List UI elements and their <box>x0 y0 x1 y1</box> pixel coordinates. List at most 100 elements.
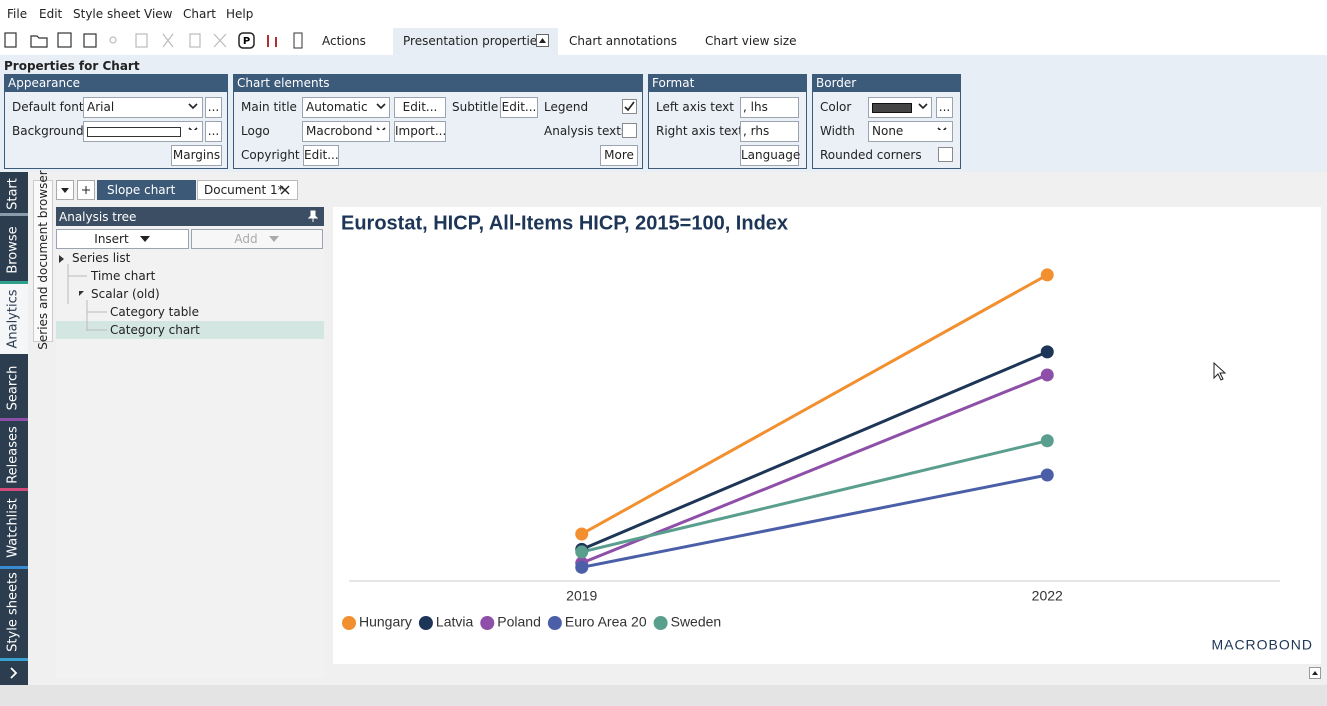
data-point <box>575 560 589 574</box>
tree-item[interactable]: Category chart <box>110 323 200 337</box>
label: Copyright <box>241 148 300 162</box>
button-label: Insert <box>94 232 129 246</box>
legend-label: Hungary <box>359 614 412 630</box>
tree-item[interactable]: Time chart <box>91 269 156 283</box>
color-swatch <box>872 103 912 113</box>
pin[interactable] <box>308 210 318 222</box>
tab-accent <box>0 418 28 421</box>
menu-item[interactable]: Style sheet <box>73 7 141 21</box>
group-title: Appearance <box>5 75 227 92</box>
expand-arrow[interactable] <box>8 666 20 680</box>
tree-lines <box>59 255 107 331</box>
side-tab[interactable]: Style sheets <box>5 572 21 652</box>
tree-item[interactable]: Scalar (old) <box>91 287 160 301</box>
data-point <box>575 545 589 559</box>
collapse-button[interactable] <box>536 34 549 47</box>
series-line <box>581 350 1048 551</box>
checkmark <box>624 101 635 112</box>
side-tab[interactable]: Search <box>5 365 21 411</box>
properties-title: Properties for Chart <box>4 59 140 73</box>
edit-button[interactable]: Edit... <box>500 97 538 118</box>
dropdown-value: Automatic <box>306 100 368 114</box>
analysis-texts-checkbox[interactable] <box>622 123 637 138</box>
edit-button[interactable]: Edit... <box>303 145 339 166</box>
edit-button[interactable]: Edit... <box>394 97 446 118</box>
legend-marker <box>342 616 356 630</box>
side-tab[interactable]: Releases <box>5 426 21 484</box>
dropdown-arrows <box>188 103 947 130</box>
background-dropdown[interactable] <box>83 121 203 142</box>
more-button[interactable]: More <box>600 145 638 166</box>
data-point <box>1040 345 1054 359</box>
tab-buttons[interactable] <box>56 180 96 200</box>
menu-item[interactable]: View <box>144 7 173 21</box>
toolbar-tab[interactable]: Chart annotations <box>569 34 677 48</box>
menu-item[interactable]: Chart <box>183 7 216 21</box>
font-dropdown[interactable]: Arial <box>83 97 203 118</box>
language-button[interactable]: Language <box>740 145 800 166</box>
tree-item[interactable]: Category table <box>110 305 200 319</box>
active-tab-bg <box>393 28 558 55</box>
label: Default font <box>12 100 84 114</box>
side-tab[interactable]: Watchlist <box>5 498 21 558</box>
x-tick-label: 2022 <box>1032 588 1063 604</box>
tree-panel <box>56 207 324 678</box>
side-tab[interactable]: Browse <box>5 226 21 274</box>
width-dropdown[interactable]: None <box>868 121 953 142</box>
browser-strip[interactable] <box>33 180 53 342</box>
data-point <box>1040 368 1054 382</box>
more-button[interactable]: ... <box>205 121 222 142</box>
legend-marker <box>480 616 495 630</box>
button-label: Add <box>234 232 258 246</box>
toolbar-tab[interactable]: Presentation properties <box>403 34 544 48</box>
tab-accent <box>0 488 28 491</box>
dropdown-value: Arial <box>87 100 115 114</box>
selected-row <box>56 321 324 339</box>
status-bar <box>0 685 1327 706</box>
legend-marker <box>547 616 562 630</box>
toolbar-tab[interactable]: Chart view size <box>705 34 797 48</box>
more-button[interactable]: ... <box>205 97 222 118</box>
menu-bar <box>0 0 1327 28</box>
label: Width <box>820 124 855 138</box>
tree-title: Analysis tree <box>59 210 137 224</box>
side-tab[interactable]: Analytics <box>5 289 21 349</box>
title-dropdown[interactable]: Automatic <box>302 97 390 118</box>
label: Main title <box>241 100 297 114</box>
more-button[interactable]: ... <box>936 97 953 118</box>
import-button[interactable]: Import... <box>394 121 446 142</box>
input-value: , rhs <box>743 124 770 138</box>
toolbar-tab[interactable]: Actions <box>322 34 366 48</box>
doc-tab[interactable]: Document 1* <box>197 180 298 200</box>
arrow <box>139 236 150 242</box>
logo: MACROBOND <box>1211 637 1313 653</box>
tree-item[interactable]: Series list <box>72 251 131 265</box>
label: Color <box>820 100 852 114</box>
data-point <box>1040 268 1054 282</box>
scroll-up[interactable] <box>1309 667 1321 679</box>
legend-label: Sweden <box>671 614 722 630</box>
menu-item[interactable]: Help <box>226 7 254 21</box>
text-input[interactable]: , lhs <box>740 97 799 118</box>
color-dropdown[interactable] <box>868 97 932 118</box>
toolbar-icons: P <box>4 32 303 49</box>
text-input[interactable]: , rhs <box>740 121 799 142</box>
side-tab[interactable]: Start <box>5 178 21 210</box>
chart-title: Eurostat, HICP, All-Items HICP, 2015=100… <box>341 212 788 234</box>
arrow <box>268 236 279 242</box>
chart-area <box>333 207 1321 664</box>
logo-dropdown[interactable]: Macrobond <box>302 121 390 142</box>
menu-item[interactable]: Edit <box>39 7 63 21</box>
legend-checkbox[interactable] <box>622 99 637 114</box>
menu-item[interactable]: File <box>7 7 28 21</box>
add-button[interactable]: Add <box>191 229 323 249</box>
doc-tab[interactable]: Slope chart <box>97 180 196 200</box>
insert-button[interactable]: Insert <box>56 229 189 249</box>
close-tab[interactable] <box>280 185 290 195</box>
margins-button[interactable]: Margins <box>171 145 222 166</box>
dropdown-value: Macrobond <box>306 124 373 138</box>
dropdown-value: None <box>872 124 904 138</box>
legend-marker <box>418 616 433 630</box>
label: Left axis text <box>656 100 734 114</box>
rounded-corners-checkbox[interactable] <box>938 147 953 162</box>
